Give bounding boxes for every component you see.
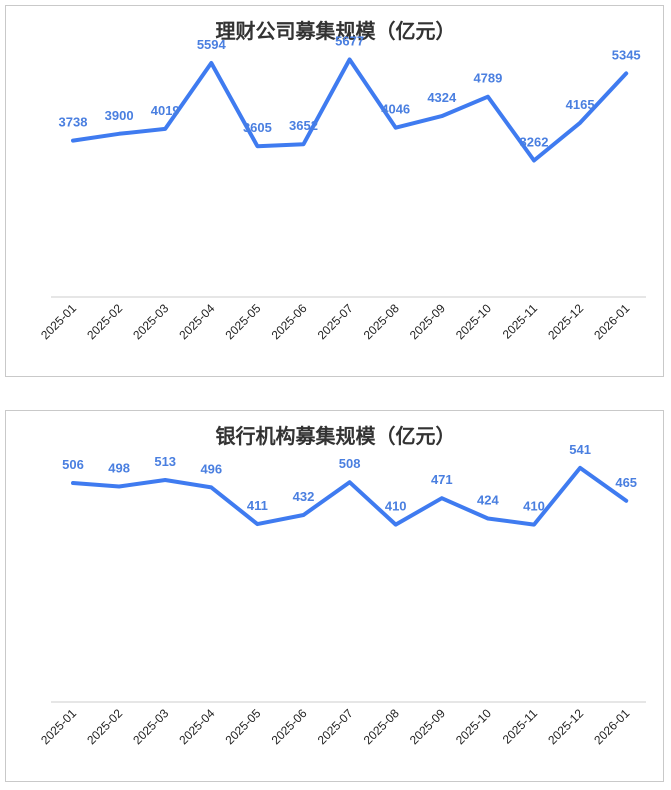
x-tick-label: 2025-01 bbox=[38, 706, 79, 747]
data-label: 465 bbox=[615, 475, 637, 490]
data-label: 3652 bbox=[289, 118, 318, 133]
x-tick-label: 2025-05 bbox=[222, 301, 263, 342]
data-label: 410 bbox=[385, 499, 407, 514]
x-tick-label: 2025-02 bbox=[84, 706, 125, 747]
x-tick-label: 2025-10 bbox=[453, 301, 494, 342]
wealth-management-chart: 理财公司募集规模（亿元） 3738 3900 4019 5594 3605 3652 5677… bbox=[38, 19, 646, 342]
x-tick-label: 2025-12 bbox=[545, 706, 586, 747]
data-label: 4046 bbox=[381, 102, 410, 117]
x-tick-label: 2025-04 bbox=[176, 706, 217, 747]
data-label: 541 bbox=[569, 442, 591, 457]
data-label: 3900 bbox=[105, 108, 134, 123]
series-line bbox=[71, 465, 629, 527]
chart-panel-bank-institutions: 银行机构募集规模（亿元） 506 498 513 496 411 432 508 410 471 4… bbox=[5, 410, 664, 782]
x-tick-label: 2025-08 bbox=[361, 301, 402, 342]
data-label: 4789 bbox=[473, 71, 502, 86]
x-tick-label: 2025-01 bbox=[38, 301, 79, 342]
x-tick-label: 2025-03 bbox=[130, 706, 171, 747]
x-tick-label: 2025-12 bbox=[545, 301, 586, 342]
x-tick-label: 2025-03 bbox=[130, 301, 171, 342]
x-tick-label: 2025-07 bbox=[315, 706, 356, 747]
data-label: 508 bbox=[339, 456, 361, 471]
data-label: 410 bbox=[523, 499, 545, 514]
data-label: 4019 bbox=[151, 103, 180, 118]
x-tick-label: 2025-07 bbox=[315, 301, 356, 342]
data-label: 471 bbox=[431, 472, 453, 487]
data-label: 513 bbox=[154, 454, 176, 469]
data-label: 4165 bbox=[566, 97, 595, 112]
x-tick-label: 2025-09 bbox=[407, 706, 448, 747]
data-label: 432 bbox=[293, 489, 315, 504]
series-line bbox=[71, 57, 629, 163]
x-tick-label: 2026-01 bbox=[591, 706, 632, 747]
x-tick-label: 2025-05 bbox=[222, 706, 263, 747]
data-label: 3738 bbox=[59, 115, 88, 130]
data-label: 5677 bbox=[335, 34, 364, 49]
data-label: 424 bbox=[477, 493, 499, 508]
data-label: 411 bbox=[247, 498, 268, 513]
data-label: 4324 bbox=[427, 90, 457, 105]
x-tick-label: 2026-01 bbox=[591, 301, 632, 342]
x-tick-label: 2025-08 bbox=[361, 706, 402, 747]
chart-panel-wealth-management: 理财公司募集规模（亿元） 3738 3900 4019 5594 3605 3652 5677… bbox=[5, 5, 664, 377]
data-label: 5594 bbox=[197, 37, 227, 52]
x-tick-label: 2025-06 bbox=[269, 706, 310, 747]
data-label: 3262 bbox=[520, 135, 549, 150]
x-tick-label: 2025-06 bbox=[269, 301, 310, 342]
x-tick-label: 2025-09 bbox=[407, 301, 448, 342]
x-tick-label: 2025-11 bbox=[500, 706, 541, 747]
data-label: 5345 bbox=[612, 47, 641, 62]
x-tick-label: 2025-11 bbox=[500, 301, 541, 342]
data-label: 506 bbox=[62, 457, 84, 472]
data-label: 3605 bbox=[243, 120, 272, 135]
x-tick-label: 2025-02 bbox=[84, 301, 125, 342]
chart-title: 理财公司募集规模（亿元） bbox=[216, 19, 456, 43]
chart-title: 银行机构募集规模（亿元） bbox=[216, 424, 456, 448]
data-label: 496 bbox=[200, 461, 222, 476]
x-tick-label: 2025-10 bbox=[453, 706, 494, 747]
data-label: 498 bbox=[108, 460, 130, 475]
bank-institutions-chart: 银行机构募集规模（亿元） 506 498 513 496 411 432 508 410 471 4… bbox=[38, 424, 646, 747]
x-tick-label: 2025-04 bbox=[176, 301, 217, 342]
